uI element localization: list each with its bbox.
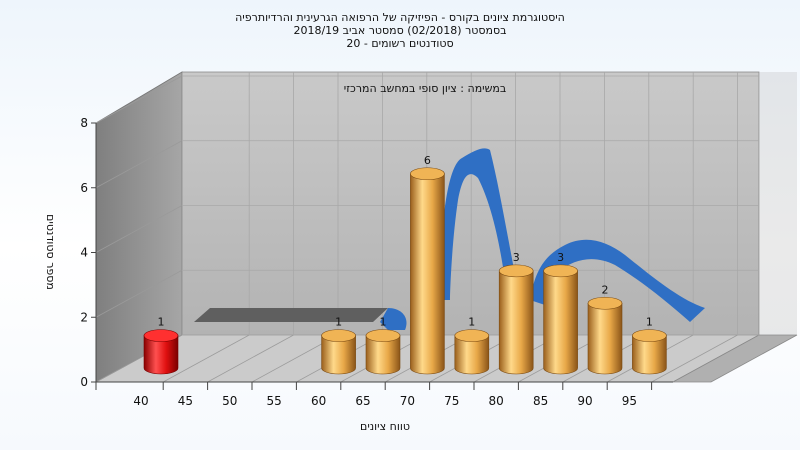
data-label-85: 3: [557, 251, 564, 264]
bar-body-60: [321, 335, 356, 375]
x-axis: 40 45 50 55 60 65 70 75 80 85 90 95 טווח ציונים: [95, 381, 673, 433]
bar-80: 3: [498, 251, 534, 375]
chart-annotation: במשימה : ציון סופי במחשב המרכזי: [344, 82, 507, 95]
bar-body-90: [587, 302, 623, 375]
ribbon-start-curl: [380, 308, 407, 330]
bar-60: 1: [321, 316, 356, 375]
bar-top-60: [321, 329, 356, 342]
bar-top-70: [410, 167, 445, 181]
y-tick-label-4: 4: [80, 246, 88, 260]
bar-body-70: [410, 173, 445, 375]
data-label-40: 1: [158, 316, 165, 329]
data-label-75: 1: [468, 316, 475, 329]
x-tick-label-80: 80: [489, 394, 504, 408]
x-tick-label-50: 50: [222, 394, 237, 408]
x-tick-label-40: 40: [133, 394, 148, 408]
y-axis: 0 2 4 6 8 מספר סטודנטים: [44, 116, 97, 389]
y-tick-label-6: 6: [80, 181, 88, 195]
title-line-3: סטודנטים רשומים - 20: [346, 37, 453, 50]
bar-body-80: [498, 270, 534, 375]
gridline-left-8: [95, 75, 183, 124]
x-tick-label-65: 65: [355, 394, 370, 408]
y-axis-label: מספר סטודנטים: [44, 214, 57, 290]
bar-top-80: [498, 264, 534, 278]
gridline-left-2: [95, 269, 183, 318]
bar-top-85: [543, 264, 578, 278]
bar-top-65: [365, 329, 401, 342]
x-axis-label: טווח ציונים: [360, 420, 410, 433]
bar-body-85: [543, 270, 578, 375]
x-tick-label-95: 95: [622, 394, 637, 408]
x-tick-label-75: 75: [444, 394, 459, 408]
bar-top-95: [632, 329, 667, 342]
gridline-floor-40: [163, 334, 250, 383]
y-tick-label-0: 0: [80, 375, 88, 389]
gridline-floor-95: [651, 334, 738, 383]
bar-85: 3: [543, 251, 578, 375]
title-line-1: היסטוגרמת ציונים בקורס - הפיזיקה של הרפו…: [235, 11, 565, 24]
data-label-65: 1: [380, 316, 387, 329]
ribbons: [194, 148, 705, 330]
y-tick-label-2: 2: [80, 310, 88, 324]
gridline-left-6: [95, 140, 183, 189]
x-tick-label-90: 90: [577, 394, 592, 408]
distribution-ribbon-tail: [530, 239, 705, 322]
chart-title: היסטוגרמת ציונים בקורס - הפיזיקה של הרפו…: [235, 11, 565, 50]
x-tick-label-60: 60: [311, 394, 326, 408]
bar-body-65: [365, 335, 401, 375]
right-wall-shade: [759, 72, 797, 335]
data-label-95: 1: [646, 316, 653, 329]
x-ticks: 40 45 50 55 60 65 70 75 80 85 90 95: [95, 382, 653, 408]
bar-95: 1: [632, 316, 667, 375]
bar-75: 1: [454, 316, 490, 375]
title-line-2: בסמסטר (02/2018) סמסטר אביב 2018/19: [293, 24, 506, 37]
y-ticks: 0 2 4 6 8: [80, 116, 96, 389]
x-tick-label-55: 55: [267, 394, 282, 408]
data-label-60: 1: [335, 316, 342, 329]
bar-40: 1: [143, 316, 179, 375]
bar-top-75: [454, 329, 490, 342]
bar-body-40: [143, 335, 179, 375]
data-label-80: 3: [513, 251, 520, 264]
data-label-90: 2: [602, 283, 609, 296]
bar-70: 6: [410, 154, 445, 375]
y-tick-label-8: 8: [80, 116, 88, 130]
bar-body-95: [632, 335, 667, 375]
data-label-70: 6: [424, 154, 431, 167]
floor-right-edge: [672, 334, 798, 383]
baseline-ribbon: [194, 308, 388, 322]
gridline-left-4: [95, 205, 183, 253]
x-tick-label-70: 70: [400, 394, 415, 408]
bar-top-40: [143, 329, 179, 342]
bar-top-90: [587, 296, 623, 310]
bar-65: 1: [365, 316, 401, 375]
x-tick-label-85: 85: [533, 394, 548, 408]
x-tick-label-45: 45: [178, 394, 193, 408]
gridline-floor-45: [207, 334, 294, 383]
bar-90: 2: [587, 283, 623, 375]
distribution-ribbon-peak: [440, 148, 520, 305]
bar-body-75: [454, 335, 490, 375]
